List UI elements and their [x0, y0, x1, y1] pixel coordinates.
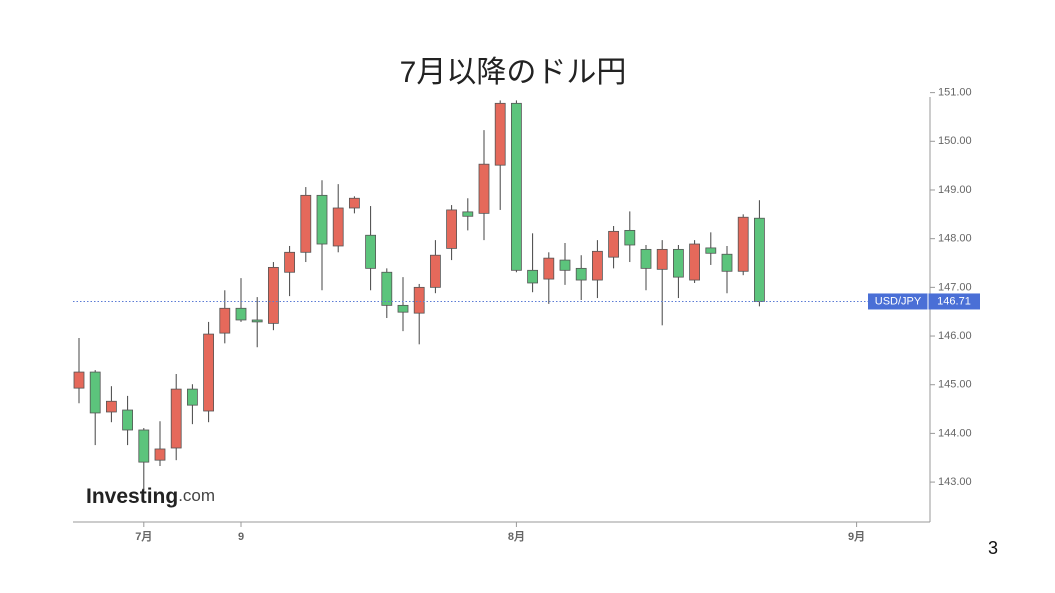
y-tick-label: 150.00: [938, 135, 972, 147]
y-tick-label: 148.00: [938, 233, 972, 245]
candle-body: [348, 197, 360, 209]
candle-body: [429, 254, 441, 288]
x-tick-label: 9月: [848, 530, 865, 543]
candle-body: [494, 102, 506, 166]
candle-body: [640, 248, 652, 269]
candle-body: [365, 234, 377, 269]
watermark-main: Investing: [86, 485, 178, 508]
candle-body: [575, 267, 587, 281]
candle-body: [689, 243, 700, 281]
chart-title: 7月以降のドル円: [400, 56, 627, 89]
candle-body: [527, 269, 538, 284]
watermark: Investing.com: [86, 485, 215, 508]
candle-body: [284, 251, 296, 273]
candle-body: [73, 371, 85, 389]
symbol-label: USD/JPY: [875, 295, 922, 307]
candle-body: [219, 307, 231, 334]
candle-body: [381, 271, 393, 306]
y-tick-label: 149.00: [938, 184, 972, 196]
x-tick-label: 9: [238, 531, 244, 543]
candle-body: [559, 259, 571, 271]
candle-body: [478, 163, 490, 214]
y-tick-label: 143.00: [938, 476, 972, 488]
candle-body: [332, 207, 344, 247]
candle-body: [462, 211, 474, 217]
y-tick-label: 145.00: [938, 379, 972, 391]
candle-body: [510, 102, 522, 271]
candle-body: [138, 429, 150, 463]
candle-body: [170, 388, 182, 449]
candle-body: [624, 229, 636, 246]
price-label-box: [868, 293, 980, 310]
candle-body: [122, 409, 133, 431]
candle-body: [89, 371, 101, 414]
candle-body: [705, 247, 717, 254]
page-number: 3: [988, 538, 998, 558]
candle-body: [413, 286, 425, 314]
y-tick-label: 146.00: [938, 330, 972, 342]
y-tick-label: 151.00: [938, 87, 972, 99]
candle-body: [267, 266, 279, 324]
candle-body: [154, 448, 166, 461]
candle-body: [656, 248, 668, 270]
candle-body: [592, 250, 603, 281]
watermark-suffix: .com: [178, 486, 215, 505]
candle-body: [446, 209, 458, 249]
candle-body: [316, 194, 328, 245]
candle-body: [203, 333, 215, 412]
candle-body: [186, 388, 198, 406]
candle-body: [251, 319, 263, 323]
candle-body: [106, 400, 117, 413]
candle-body: [721, 253, 733, 272]
candle-body: [235, 307, 247, 321]
candle-body: [754, 217, 765, 302]
candle-body: [543, 257, 555, 280]
candle-body: [608, 230, 619, 258]
x-tick-label: 8月: [508, 530, 525, 543]
candle-body: [300, 194, 312, 253]
candle-body: [673, 248, 684, 278]
x-tick-label: 7月: [135, 530, 152, 543]
y-tick-label: 147.00: [938, 281, 972, 293]
y-tick-label: 144.00: [938, 427, 972, 439]
candle-body: [397, 304, 409, 313]
candle-body: [737, 216, 749, 272]
current-price-label: 146.71: [937, 295, 971, 307]
